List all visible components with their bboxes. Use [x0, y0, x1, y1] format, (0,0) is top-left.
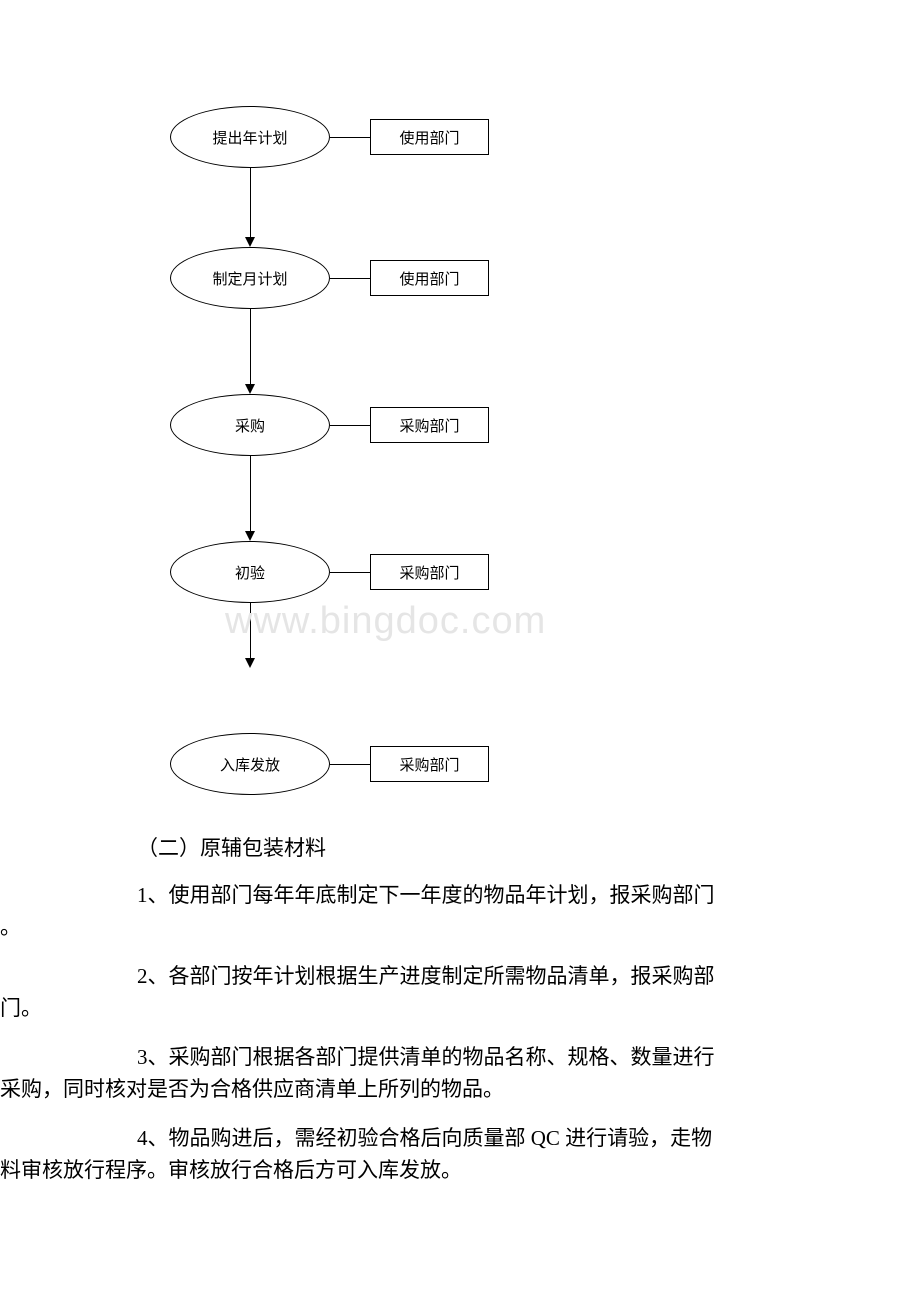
v-arrow-line: [250, 168, 251, 237]
v-arrow-line: [250, 456, 251, 531]
flowchart-step-2: 制定月计划: [170, 247, 330, 309]
flowchart-step-3: 采购: [170, 394, 330, 456]
h-connector: [330, 764, 370, 765]
step-label: 提出年计划: [212, 127, 287, 148]
h-connector: [330, 278, 370, 279]
h-connector: [330, 137, 370, 138]
flowchart-dept-5: 采购部门: [370, 746, 489, 782]
paragraph-text-cont: 门。: [0, 993, 825, 1025]
flowchart-step-5: 入库发放: [170, 733, 330, 795]
arrow-head-icon: [245, 658, 255, 668]
step-label: 制定月计划: [212, 268, 287, 289]
arrow-head-icon: [245, 384, 255, 394]
paragraph-text: 2、各部门按年计划根据生产进度制定所需物品清单，报采购部: [95, 961, 825, 993]
flowchart: 提出年计划 使用部门 制定月计划 使用部门 采购 采购部门 初验 采购部门 ww…: [0, 0, 920, 780]
paragraph-text: 3、采购部门根据各部门提供清单的物品名称、规格、数量进行: [95, 1042, 825, 1074]
arrow-head-icon: [245, 237, 255, 247]
dept-label: 使用部门: [399, 127, 459, 148]
step-label: 采购: [235, 415, 265, 436]
section-heading: （二）原辅包装材料: [95, 832, 825, 862]
dept-label: 使用部门: [399, 268, 459, 289]
paragraph-1: 1、使用部门每年年底制定下一年度的物品年计划，报采购部门 。: [95, 880, 825, 943]
h-connector: [330, 572, 370, 573]
flowchart-step-1: 提出年计划: [170, 106, 330, 168]
paragraph-text: 4、物品购进后，需经初验合格后向质量部 QC 进行请验，走物: [95, 1123, 825, 1155]
flowchart-step-4: 初验: [170, 541, 330, 603]
v-arrow-line: [250, 309, 251, 384]
paragraph-text-cont: 。: [0, 912, 825, 944]
step-label: 入库发放: [220, 754, 280, 775]
arrow-head-icon: [245, 531, 255, 541]
text-section: （二）原辅包装材料 1、使用部门每年年底制定下一年度的物品年计划，报采购部门 。…: [95, 832, 825, 1204]
flowchart-dept-2: 使用部门: [370, 260, 489, 296]
paragraph-2: 2、各部门按年计划根据生产进度制定所需物品清单，报采购部 门。: [95, 961, 825, 1024]
paragraph-text-cont: 采购，同时核对是否为合格供应商清单上所列的物品。: [0, 1074, 825, 1106]
paragraph-text: 1、使用部门每年年底制定下一年度的物品年计划，报采购部门: [95, 880, 825, 912]
h-connector: [330, 425, 370, 426]
watermark-text: www.bingdoc.com: [225, 600, 546, 643]
paragraph-4: 4、物品购进后，需经初验合格后向质量部 QC 进行请验，走物 料审核放行程序。审…: [95, 1123, 825, 1186]
flowchart-dept-1: 使用部门: [370, 119, 489, 155]
flowchart-dept-3: 采购部门: [370, 407, 489, 443]
paragraph-text-cont: 料审核放行程序。审核放行合格后方可入库发放。: [0, 1155, 825, 1187]
flowchart-dept-4: 采购部门: [370, 554, 489, 590]
paragraph-3: 3、采购部门根据各部门提供清单的物品名称、规格、数量进行 采购，同时核对是否为合…: [95, 1042, 825, 1105]
step-label: 初验: [235, 562, 265, 583]
dept-label: 采购部门: [399, 754, 459, 775]
dept-label: 采购部门: [399, 562, 459, 583]
dept-label: 采购部门: [399, 415, 459, 436]
